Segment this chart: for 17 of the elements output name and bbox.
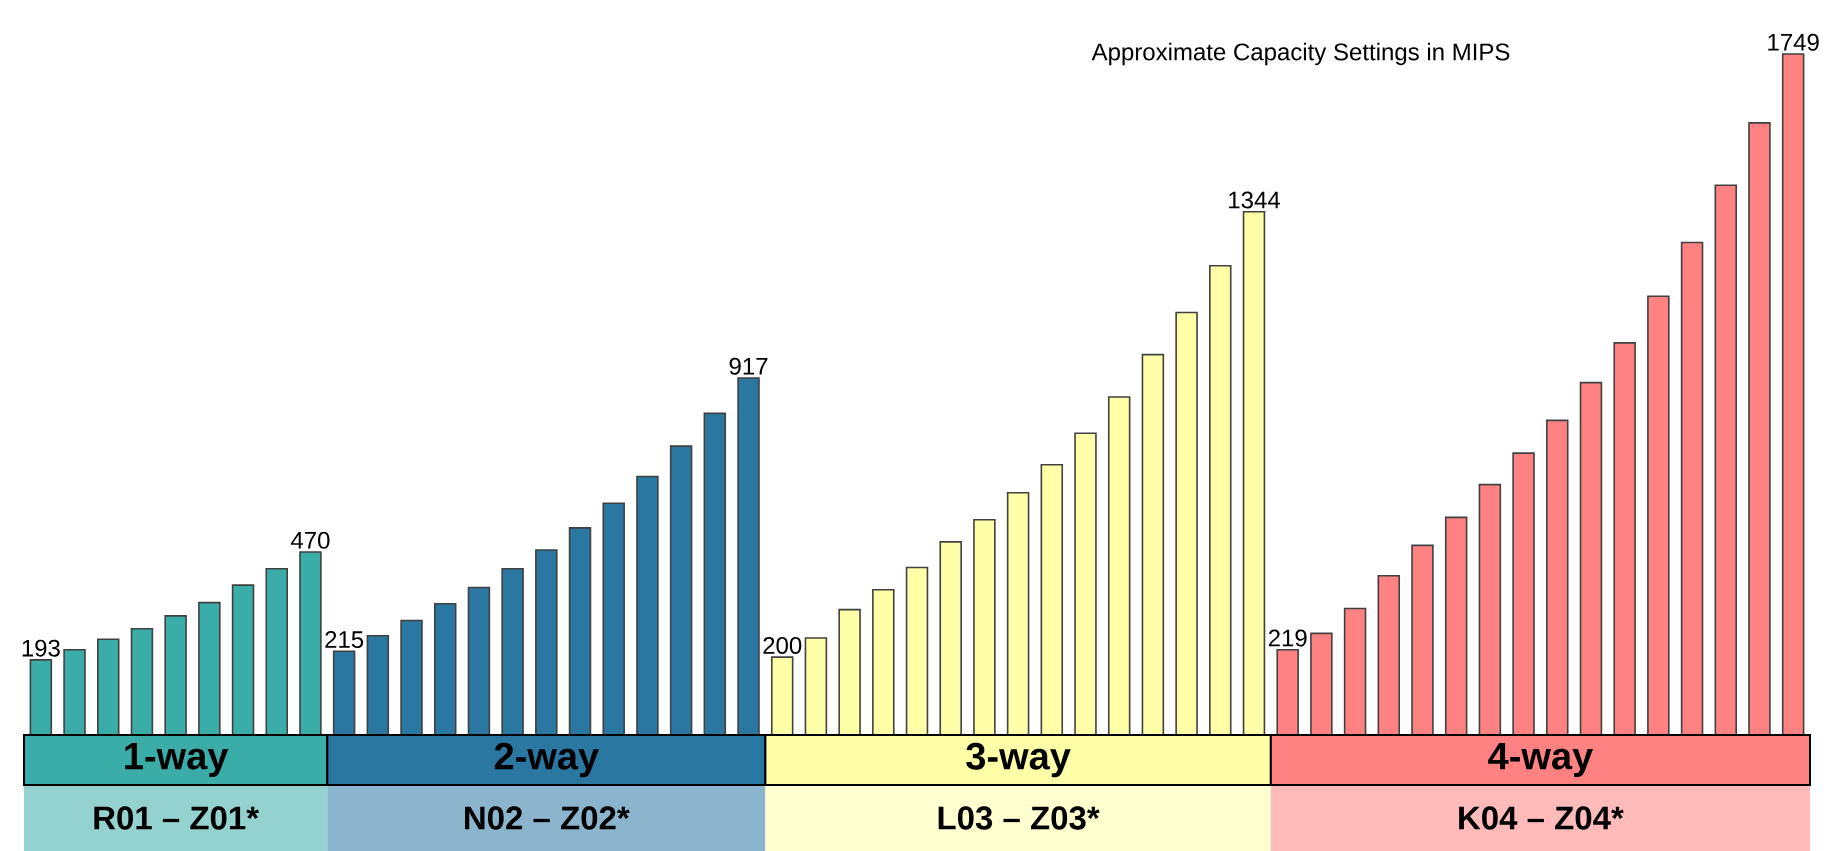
data-label: 215 xyxy=(325,631,364,649)
data-label: 470 xyxy=(290,531,330,549)
data-label: 219 xyxy=(1268,629,1307,647)
text: 2-way xyxy=(494,742,599,778)
text: 1-way xyxy=(125,742,229,778)
chart-title: Approximate Capacity Settings in MIPS xyxy=(1091,42,1510,66)
text: 3-way xyxy=(966,742,1071,778)
text: L03 – Z03* xyxy=(938,806,1100,830)
data-label: 917 xyxy=(729,357,768,375)
text: R01 – Z01* xyxy=(94,806,260,830)
text: N02 – Z02* xyxy=(465,806,630,830)
data-label: 1749 xyxy=(1768,33,1819,51)
text: 4-way xyxy=(1488,742,1594,778)
data-label: 200 xyxy=(763,636,802,654)
data-label: 1344 xyxy=(1229,191,1280,209)
data-label: 193 xyxy=(22,639,60,657)
text: K04 – Z04* xyxy=(1459,806,1624,830)
